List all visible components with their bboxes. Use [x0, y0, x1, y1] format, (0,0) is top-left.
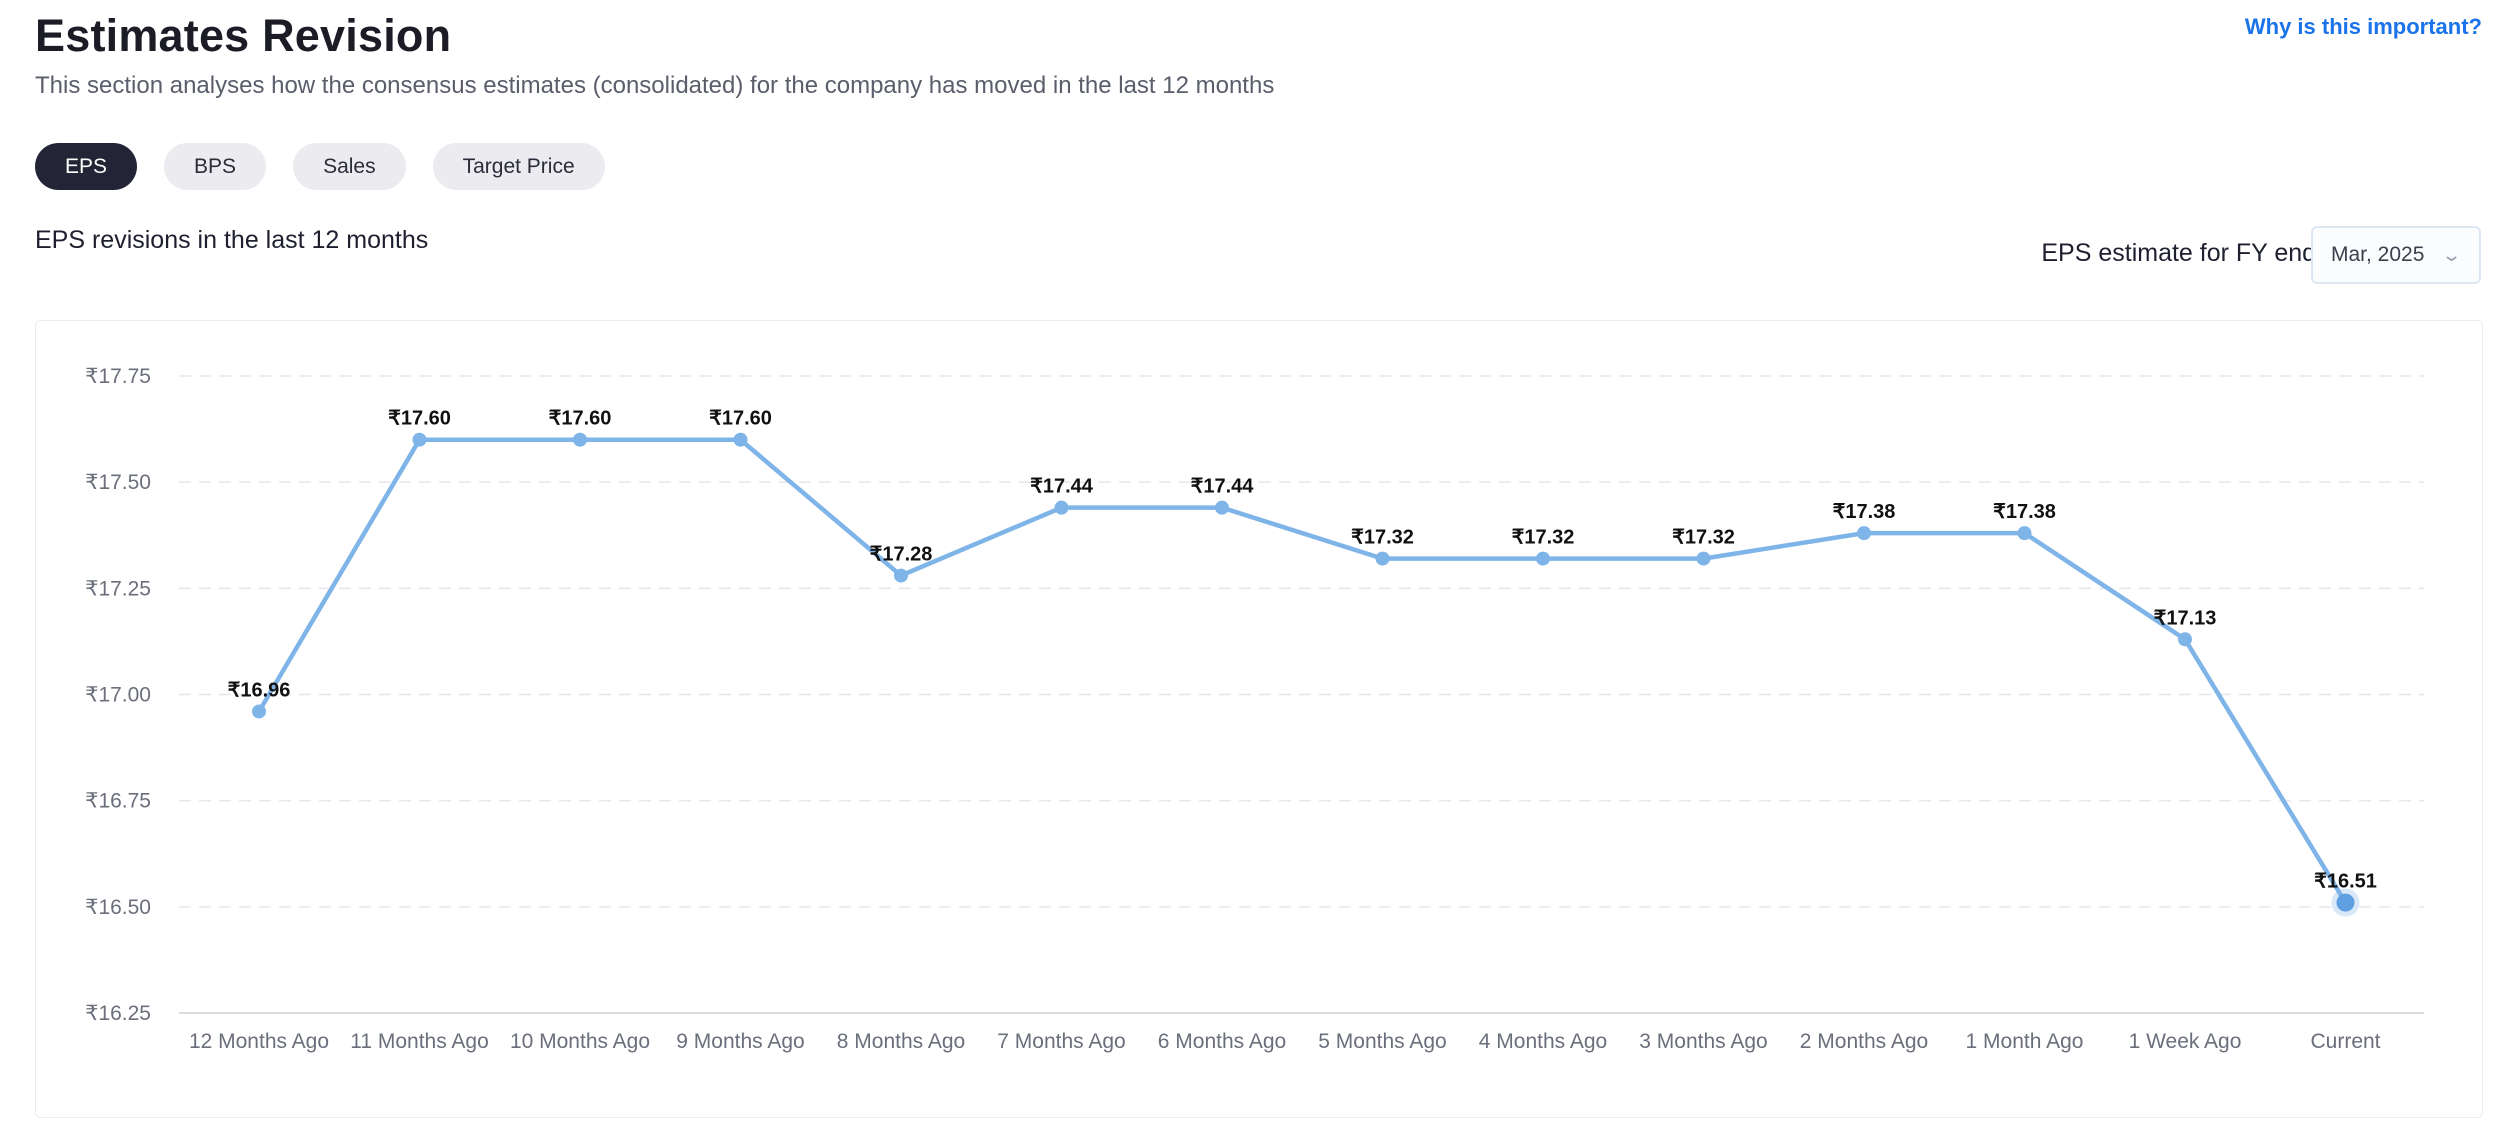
x-tick-label: 11 Months Ago: [350, 1030, 489, 1053]
chart-heading: EPS revisions in the last 12 months: [35, 226, 429, 254]
y-tick-label: ₹17.75: [85, 365, 151, 388]
x-tick-label: 7 Months Ago: [997, 1030, 1125, 1053]
data-label: ₹17.60: [549, 408, 612, 430]
x-tick-label: 1 Week Ago: [2129, 1030, 2242, 1053]
page-title: Estimates Revision: [35, 10, 452, 61]
fy-end-value: Mar, 2025: [2331, 243, 2425, 266]
fy-end-select[interactable]: Mar, 2025 ⌄: [2311, 226, 2481, 284]
eps-line-chart: ₹17.75 ₹17.50 ₹17.25 ₹17.00 ₹16.75 ₹16.50 ₹16.…: [85, 365, 2424, 1053]
x-tick-label: 1 Month Ago: [1966, 1030, 2084, 1053]
data-label: ₹16.96: [228, 679, 291, 701]
x-tick-label: 12 Months Ago: [189, 1030, 329, 1053]
data-label: ₹17.32: [1512, 527, 1575, 549]
data-label: ₹17.38: [1833, 501, 1896, 523]
y-tick-label: ₹16.50: [85, 896, 151, 919]
tab-eps[interactable]: EPS: [35, 143, 138, 190]
y-tick-label: ₹16.25: [85, 1002, 151, 1025]
data-point: [573, 432, 587, 447]
y-tick-label: ₹17.00: [85, 684, 151, 707]
y-tick-label: ₹17.25: [85, 577, 151, 600]
data-label: ₹16.51: [2314, 871, 2377, 893]
tab-target-price[interactable]: Target Price: [432, 143, 605, 190]
x-tick-label: 10 Months Ago: [510, 1030, 650, 1053]
data-point: [1696, 551, 1711, 566]
data-point: [1857, 526, 1871, 541]
x-tick-label: 6 Months Ago: [1158, 1030, 1286, 1053]
data-label: ₹17.60: [388, 408, 451, 430]
data-label: ₹17.32: [1672, 527, 1735, 549]
data-label: ₹17.44: [1030, 476, 1094, 498]
data-label: ₹17.38: [1993, 501, 2056, 523]
y-tick-label: ₹17.50: [85, 471, 151, 494]
data-point: [1215, 500, 1229, 515]
tab-bps[interactable]: BPS: [164, 143, 267, 190]
data-point: [252, 704, 266, 719]
eps-series-line: [256, 437, 2348, 905]
data-point: [1054, 500, 1069, 515]
page-subtitle: This section analyses how the consensus …: [35, 72, 1275, 99]
data-point: [733, 432, 748, 447]
x-tick-label: 3 Months Ago: [1639, 1030, 1767, 1053]
x-tick-label: 4 Months Ago: [1479, 1030, 1607, 1053]
data-label: ₹17.13: [2154, 607, 2217, 629]
data-point: [2017, 526, 2032, 541]
x-tick-label: 2 Months Ago: [1800, 1030, 1928, 1053]
x-tick-label: 5 Months Ago: [1318, 1030, 1446, 1053]
why-important-link[interactable]: Why is this important?: [2244, 14, 2482, 39]
y-tick-label: ₹16.75: [85, 790, 151, 813]
data-point: [2336, 893, 2355, 912]
data-point: [1536, 551, 1550, 566]
tab-sales[interactable]: Sales: [293, 143, 406, 190]
x-tick-label: 8 Months Ago: [837, 1030, 965, 1053]
x-tick-label: 9 Months Ago: [676, 1030, 804, 1053]
data-point: [1375, 551, 1390, 566]
data-label: ₹17.44: [1191, 476, 1255, 498]
metric-tabs: EPS BPS Sales Target Price: [35, 143, 605, 190]
data-point: [894, 568, 908, 583]
data-label: ₹17.32: [1351, 527, 1414, 549]
fy-end-label: EPS estimate for FY end:: [2041, 239, 2323, 267]
data-label: ₹17.60: [709, 408, 772, 430]
data-point: [412, 432, 427, 447]
chevron-down-icon: ⌄: [2440, 244, 2463, 265]
x-tick-label: Current: [2310, 1030, 2380, 1053]
data-label: ₹17.28: [870, 544, 933, 566]
chart-container: ₹17.75 ₹17.50 ₹17.25 ₹17.00 ₹16.75 ₹16.50 ₹16.…: [35, 320, 2483, 1118]
data-point: [2178, 632, 2192, 647]
